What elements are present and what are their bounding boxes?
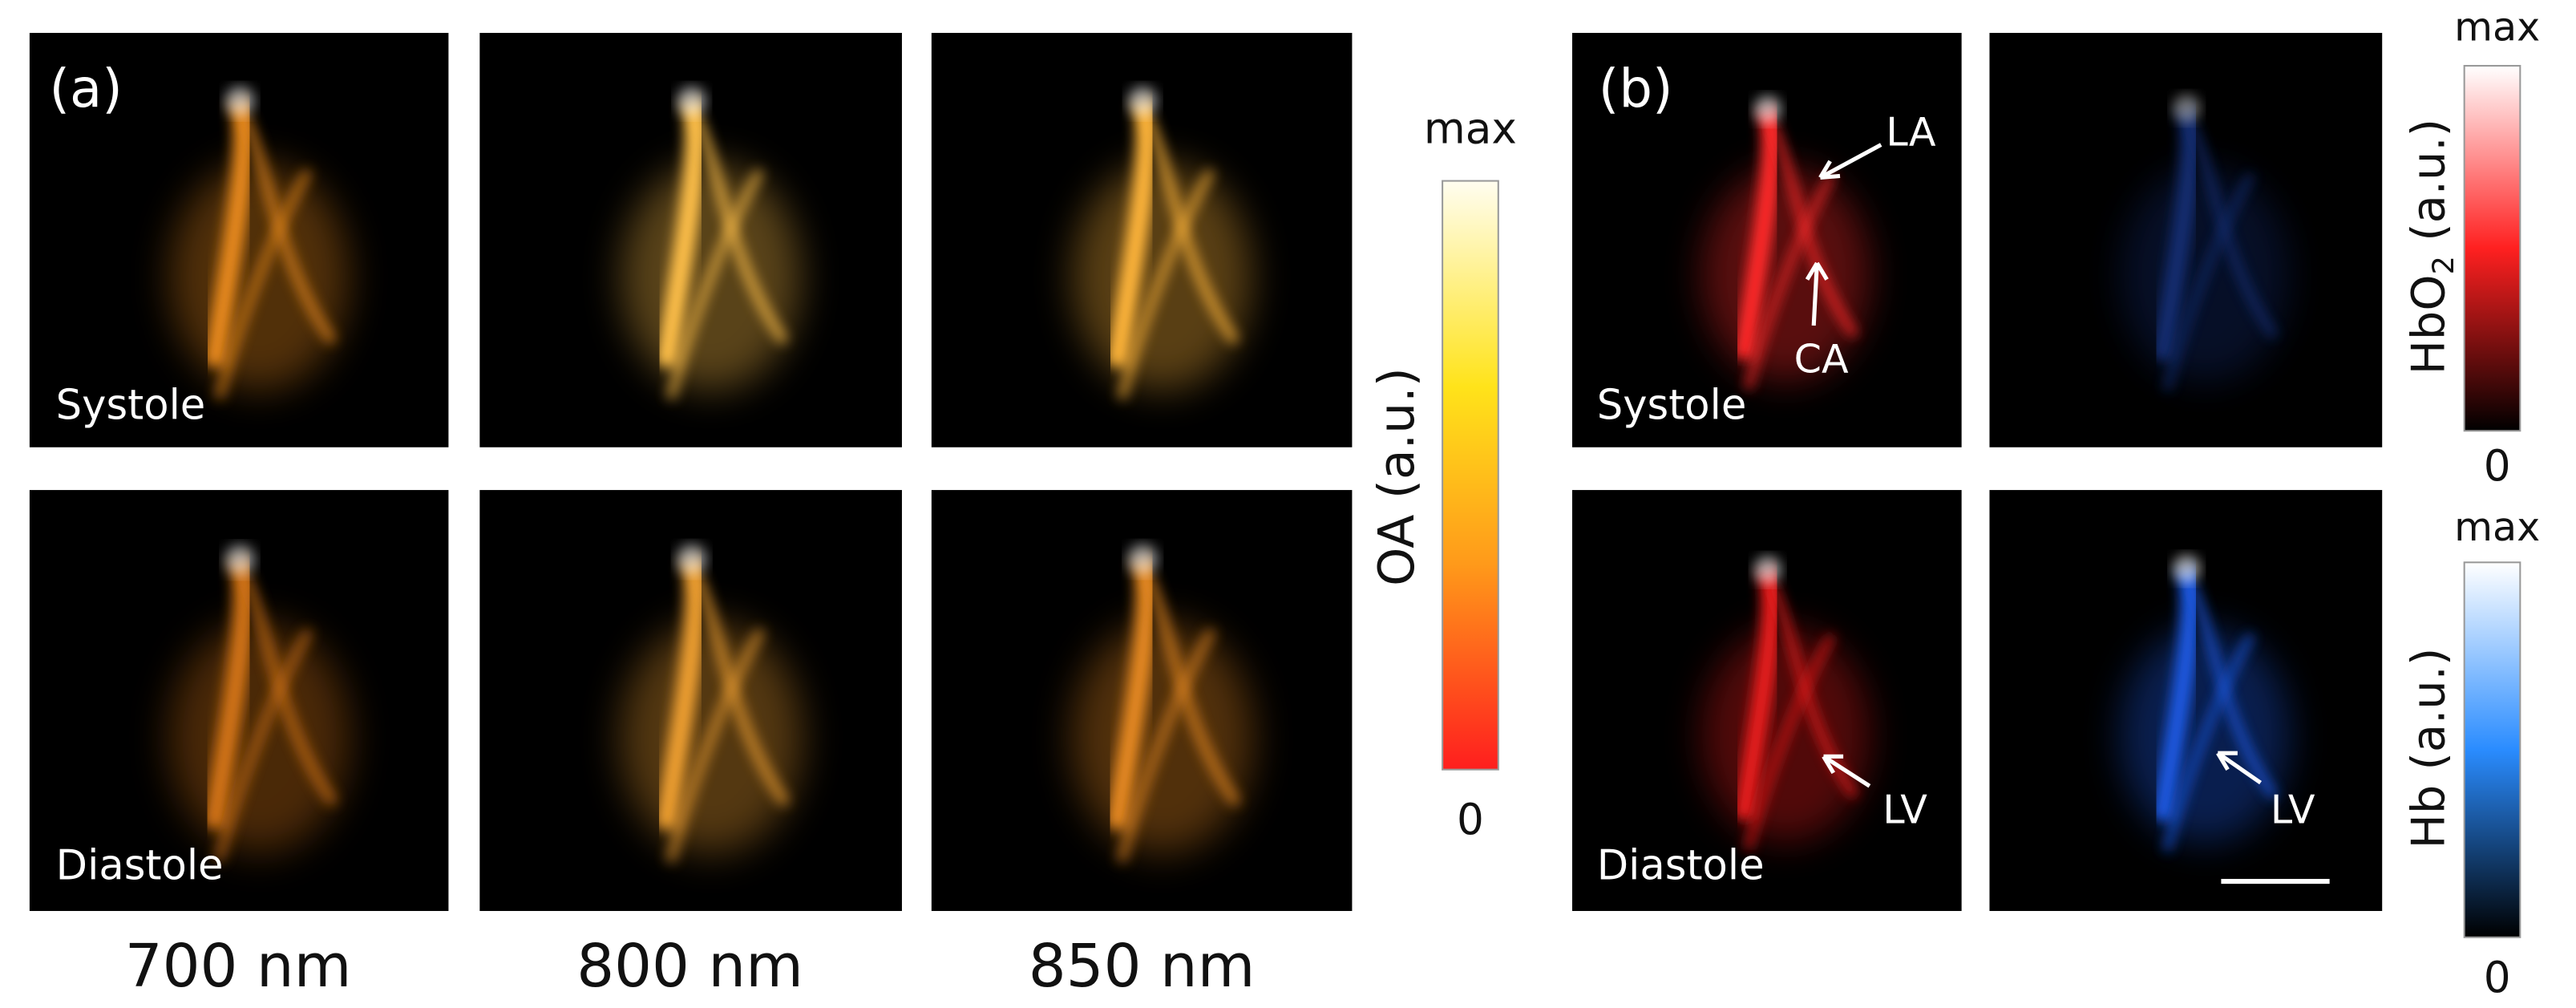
wavelength-label: 800 nm (576, 933, 803, 1001)
colorbar-min: 0 (2484, 953, 2511, 1002)
colorbar-label: Hb (a.u.) (2401, 648, 2455, 849)
arrow (2216, 751, 2263, 785)
colorbar-max: max (2454, 504, 2540, 550)
arrow (1822, 754, 1871, 788)
colorbar (2463, 561, 2521, 938)
annotation: LA (1886, 109, 1936, 156)
colorbar-label: OA (a.u.) (1368, 367, 1425, 586)
panel-a-images (29, 33, 1353, 912)
wavelength-label: 700 nm (125, 933, 352, 1001)
annotation: LV (1882, 786, 1927, 832)
row-label: Diastole (1597, 842, 1765, 890)
arrow (1818, 143, 1882, 180)
row-label: Diastole (56, 842, 224, 890)
arrow (1805, 261, 1829, 326)
annotation: LV (2271, 786, 2315, 832)
colorbar-min: 0 (1457, 795, 1484, 844)
wavelength-label: 850 nm (1029, 933, 1256, 1001)
colorbar (1442, 180, 1499, 771)
label-subscript: 2 (2426, 256, 2461, 274)
colorbar-min: 0 (2484, 441, 2511, 491)
panel-b-images (1571, 33, 2383, 912)
label-part: (a.u.) (2401, 119, 2455, 256)
colorbar-label: HbO2 (a.u.) (2401, 119, 2460, 374)
annotation: CA (1794, 336, 1849, 383)
panel-label: (a) (49, 59, 122, 119)
colorbar (2463, 64, 2521, 432)
colorbar-max: max (1424, 104, 1517, 154)
panel-label: (b) (1599, 59, 1673, 119)
colorbar-max: max (2454, 3, 2540, 50)
row-label: Systole (56, 382, 206, 430)
row-label: Systole (1597, 382, 1747, 430)
label-part: HbO (2401, 274, 2455, 374)
